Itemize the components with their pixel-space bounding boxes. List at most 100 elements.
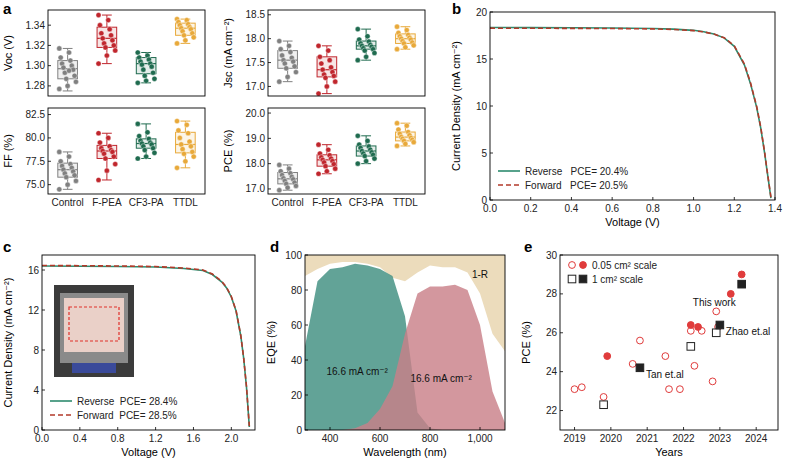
whisker-cap bbox=[361, 135, 371, 136]
point bbox=[110, 149, 115, 154]
point bbox=[284, 66, 289, 71]
plot-area bbox=[305, 255, 505, 430]
plot-frame bbox=[48, 10, 205, 96]
y-tick bbox=[268, 163, 271, 164]
category-label: F-PEA bbox=[312, 197, 342, 208]
point bbox=[113, 161, 118, 166]
legend-swatch bbox=[498, 170, 520, 172]
point bbox=[355, 133, 360, 138]
whisker-cap bbox=[322, 45, 332, 46]
y-tick-label: 1.30 bbox=[26, 60, 46, 71]
annotation: This work bbox=[693, 297, 737, 308]
plot-area bbox=[42, 266, 249, 428]
point bbox=[103, 156, 108, 161]
overlay: 2224262830201920202021202220232024PCE (%… bbox=[520, 250, 778, 459]
point bbox=[738, 271, 745, 278]
y-tick-label: 75.0 bbox=[26, 179, 46, 190]
legend-label: 1 cm² scale bbox=[592, 274, 644, 285]
category-label: F-PEA bbox=[92, 197, 122, 208]
y-tick bbox=[305, 290, 308, 291]
point bbox=[277, 162, 282, 167]
category-label: TTDL bbox=[393, 197, 418, 208]
panel: d0204060801004006008001,000EQE (%)Wavele… bbox=[265, 238, 505, 458]
point bbox=[106, 135, 111, 140]
point bbox=[142, 147, 147, 152]
point bbox=[372, 156, 377, 161]
whisker-cap bbox=[322, 93, 332, 94]
point bbox=[106, 18, 111, 23]
point bbox=[152, 76, 157, 81]
x-tick bbox=[193, 427, 194, 430]
point bbox=[191, 154, 196, 159]
point bbox=[362, 48, 367, 53]
point bbox=[403, 141, 408, 146]
y-tick bbox=[268, 86, 271, 87]
y-tick bbox=[490, 59, 493, 60]
legend-swatch bbox=[580, 262, 587, 269]
y-tick-label: 20 bbox=[476, 7, 488, 18]
box bbox=[97, 27, 117, 47]
point bbox=[316, 171, 321, 176]
legend-label: 0.05 cm² scale bbox=[592, 260, 657, 271]
annotation: Tan et.al bbox=[646, 369, 684, 380]
point bbox=[188, 144, 193, 149]
x-tick bbox=[574, 427, 575, 430]
x-tick-label: 400 bbox=[322, 433, 339, 444]
point bbox=[712, 329, 720, 337]
plot-frame bbox=[268, 10, 425, 96]
point bbox=[144, 78, 149, 83]
eqe-area bbox=[305, 264, 505, 430]
panel: 75.077.580.082.5FF (%)ControlF-PEACF3-PA… bbox=[2, 108, 205, 208]
y-tick-label: 30 bbox=[546, 250, 558, 261]
overlay: 17.018.019.020.0PCE (%)ControlF-PEACF3-P… bbox=[222, 108, 425, 208]
point bbox=[324, 169, 329, 174]
y-tick-label: 26 bbox=[546, 327, 558, 338]
y-tick-label: 22 bbox=[546, 405, 558, 416]
point bbox=[323, 75, 328, 80]
x-tick bbox=[610, 427, 611, 430]
plot-frame bbox=[42, 255, 255, 430]
point bbox=[103, 45, 108, 50]
y-tick-label: 16 bbox=[28, 265, 40, 276]
point bbox=[277, 38, 282, 43]
overlay: 04812160.00.40.81.21.62.0Current Density… bbox=[2, 255, 255, 458]
point bbox=[96, 177, 101, 182]
point bbox=[331, 73, 336, 78]
point bbox=[135, 80, 140, 85]
point bbox=[97, 23, 102, 28]
legend-label: Reverse PCE= 28.4% bbox=[77, 396, 177, 407]
point bbox=[149, 64, 154, 69]
point bbox=[184, 122, 189, 127]
panel-letter: d bbox=[270, 238, 279, 255]
point bbox=[73, 178, 78, 183]
plot-frame bbox=[48, 108, 205, 194]
point bbox=[141, 67, 146, 72]
x-tick bbox=[683, 427, 684, 430]
x-tick-label: 2019 bbox=[563, 433, 586, 444]
point bbox=[174, 165, 179, 170]
point bbox=[277, 79, 282, 84]
point bbox=[291, 59, 296, 64]
y-tick-label: 18.0 bbox=[246, 158, 266, 169]
x-tick-label: 2020 bbox=[600, 433, 623, 444]
panel: a1.281.301.321.34Voc (V) bbox=[2, 0, 205, 96]
legend-label: Reverse PCE= 20.4% bbox=[525, 166, 628, 177]
point bbox=[372, 50, 377, 55]
point bbox=[99, 31, 104, 36]
photo-holder bbox=[60, 293, 128, 363]
point bbox=[135, 50, 140, 55]
point bbox=[61, 65, 66, 70]
y-tick bbox=[560, 371, 563, 372]
point bbox=[713, 308, 720, 315]
panel-letter: a bbox=[3, 0, 12, 17]
x-tick-label: 0.2 bbox=[524, 203, 538, 214]
overlay: 0204060801004006008001,000EQE (%)Wavelen… bbox=[265, 250, 505, 459]
point bbox=[687, 322, 694, 329]
y-axis-label: Jsc (mA cm⁻²) bbox=[222, 18, 234, 88]
point bbox=[320, 67, 325, 72]
whisker-cap bbox=[361, 60, 371, 61]
point bbox=[107, 27, 112, 32]
point bbox=[394, 143, 399, 148]
point bbox=[152, 150, 157, 155]
point bbox=[57, 46, 62, 51]
